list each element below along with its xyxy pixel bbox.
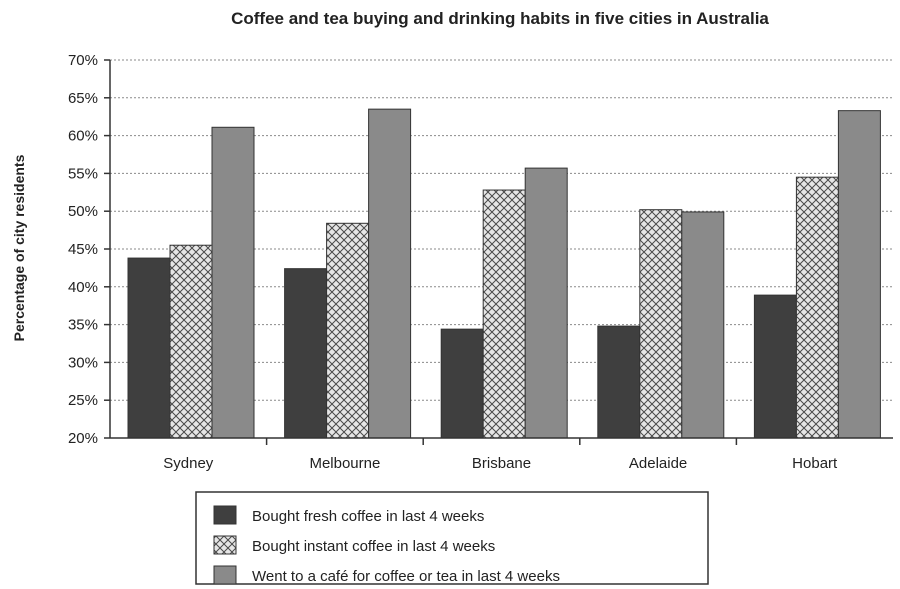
y-tick-label: 55% [68,165,98,182]
bar-hobart-series-2 [795,176,839,439]
bar-adelaide-series-3 [681,211,725,439]
y-tick-label: 40% [68,279,98,296]
x-category-labels: Sydney Melbourne Brisbane Adelaide Hobart [163,455,838,472]
bar-adelaide-series-1 [597,325,641,439]
y-tick-label: 70% [68,52,98,69]
chart-title: Coffee and tea buying and drinking habit… [231,9,769,28]
legend-box [195,491,709,585]
legend: Bought fresh coffee in last 4 weeks Bough… [195,491,709,585]
y-tick-label: 30% [68,354,98,371]
y-axis-label: Percentage of city residents [11,154,27,341]
bar-melbourne-series-3 [368,108,412,439]
y-tick-label: 65% [68,90,98,107]
bar-melbourne-series-2 [326,222,370,439]
category-label: Adelaide [629,455,687,472]
y-tick-label: 60% [68,128,98,145]
category-label: Sydney [163,455,214,472]
y-tick-label: 20% [68,430,98,447]
bar-brisbane-series-1 [440,328,484,439]
bar-hobart-series-1 [753,294,797,439]
y-tick-labels: 20% 25% 30% 35% 40% 45% 50% 55% 60% 65% 70% [68,52,98,447]
bar-sydney-series-2 [169,244,213,439]
bar-brisbane-series-2 [482,189,526,439]
bar-sydney-series-1 [127,257,171,439]
bar-brisbane-series-3 [524,167,568,439]
bar-adelaide-series-2 [639,209,683,439]
category-label: Brisbane [472,455,531,472]
legend-swatch [213,505,237,525]
bar-sydney-series-3 [211,126,255,439]
legend-label: Went to a café for coffee or tea in last… [252,568,560,585]
category-label: Melbourne [309,455,380,472]
legend-swatch [213,565,237,585]
bar-melbourne-series-1 [284,268,328,439]
y-tick-label: 35% [68,317,98,334]
bars [127,108,881,439]
y-tick-label: 50% [68,203,98,220]
bar-hobart-series-3 [837,110,881,439]
legend-label: Bought instant coffee in last 4 weeks [252,538,495,555]
axes [104,59,893,445]
y-tick-label: 45% [68,241,98,258]
y-tick-label: 25% [68,392,98,409]
legend-swatch [213,535,237,555]
legend-label: Bought fresh coffee in last 4 weeks [252,508,484,525]
category-label: Hobart [792,455,838,472]
